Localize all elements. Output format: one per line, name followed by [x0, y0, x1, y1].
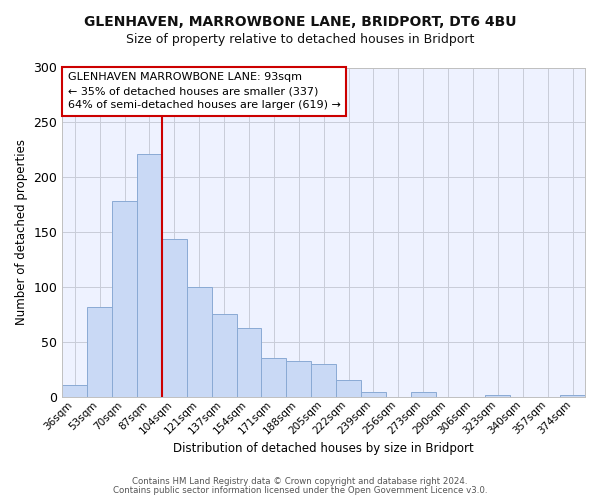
- Bar: [485, 394, 511, 397]
- Bar: [236, 328, 262, 397]
- Bar: [336, 380, 361, 397]
- Text: Size of property relative to detached houses in Bridport: Size of property relative to detached ho…: [126, 32, 474, 46]
- Bar: [112, 202, 137, 397]
- Bar: [162, 238, 187, 397]
- Bar: [137, 154, 162, 397]
- Bar: [411, 392, 436, 397]
- Bar: [560, 394, 585, 397]
- Bar: [311, 364, 336, 397]
- Bar: [286, 360, 311, 397]
- Bar: [187, 287, 212, 397]
- Bar: [212, 314, 236, 397]
- X-axis label: Distribution of detached houses by size in Bridport: Distribution of detached houses by size …: [173, 442, 474, 455]
- Text: GLENHAVEN MARROWBONE LANE: 93sqm
← 35% of detached houses are smaller (337)
64% : GLENHAVEN MARROWBONE LANE: 93sqm ← 35% o…: [68, 72, 340, 110]
- Text: Contains HM Land Registry data © Crown copyright and database right 2024.: Contains HM Land Registry data © Crown c…: [132, 477, 468, 486]
- Bar: [361, 392, 386, 397]
- Bar: [262, 358, 286, 397]
- Bar: [62, 384, 87, 397]
- Y-axis label: Number of detached properties: Number of detached properties: [15, 139, 28, 325]
- Text: Contains public sector information licensed under the Open Government Licence v3: Contains public sector information licen…: [113, 486, 487, 495]
- Text: GLENHAVEN, MARROWBONE LANE, BRIDPORT, DT6 4BU: GLENHAVEN, MARROWBONE LANE, BRIDPORT, DT…: [84, 15, 516, 29]
- Bar: [87, 307, 112, 397]
